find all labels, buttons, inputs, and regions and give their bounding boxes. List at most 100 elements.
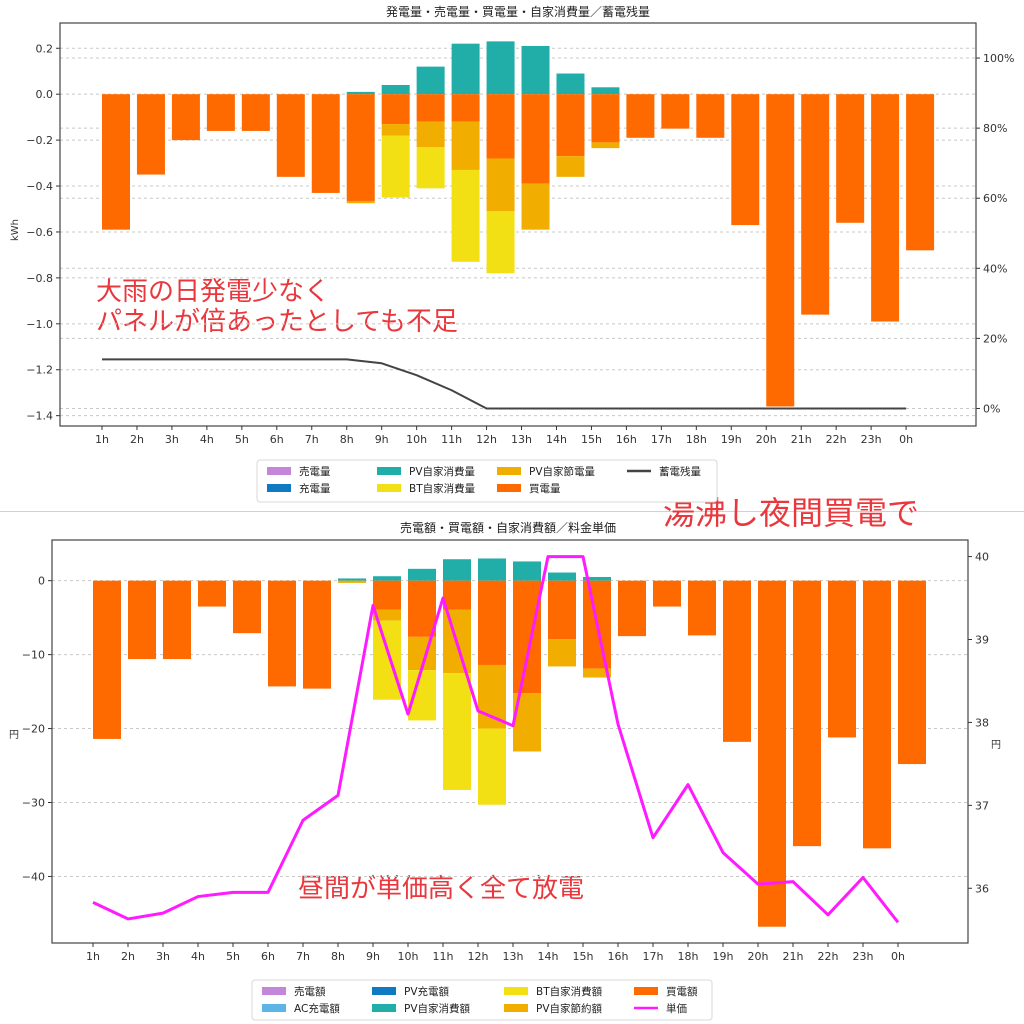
top-bar-買電量 (451, 94, 480, 122)
bottom-bar-買電額 (688, 580, 716, 636)
top-bar-買電量 (136, 94, 165, 175)
bottom-x-tick-label: 6h (261, 950, 275, 963)
top-right-y-tick-label: 60% (983, 192, 1007, 205)
top-y-tick-label: −1.4 (26, 410, 53, 423)
top-bar-買電量 (836, 94, 865, 223)
bottom-plot-frame (51, 539, 969, 944)
top-bar-PV自家節電量 (591, 142, 620, 149)
top-x-tick-label: 11h (441, 433, 462, 446)
bottom-chart: 0 −10 −20 −30 −40 40 39 38 37 36 1h 2h 3h 4h 5h 6h 7h 8h 9… (22, 539, 989, 1021)
bottom-legend-label: PV充電額 (404, 985, 450, 998)
top-bar-買電量 (276, 94, 305, 177)
top-right-y-tick-label: 0% (983, 402, 1000, 415)
bottom-x-tick-label: 20h (748, 950, 769, 963)
top-bar-買電量 (661, 94, 690, 129)
bottom-bar-PV自家消費額 (478, 558, 506, 581)
bottom-bar-買電額 (408, 580, 436, 637)
top-right-y-tick-label: 100% (983, 52, 1014, 65)
top-x-tick-label: 23h (861, 433, 882, 446)
bottom-x-tick-label: 7h (296, 950, 310, 963)
bottom-x-tick-label: 16h (608, 950, 629, 963)
bottom-chart-title: 売電額・買電額・自家消費額／料金単価 (400, 520, 616, 535)
bottom-x-tick-label: 3h (156, 950, 170, 963)
bottom-legend-swatch (262, 987, 286, 995)
top-chart-y-axis-label: kWh (10, 219, 21, 241)
bottom-legend-label: 売電額 (294, 985, 326, 998)
top-x-tick-label: 14h (546, 433, 567, 446)
top-legend-swatch (497, 484, 521, 492)
top-bar-買電量 (521, 94, 550, 184)
bottom-bar-BT自家消費額 (478, 728, 506, 805)
bottom-legend-label: AC充電額 (294, 1002, 340, 1015)
bottom-bar-買電額 (233, 580, 261, 634)
top-bar-買電量 (102, 94, 130, 230)
top-legend-label: 売電量 (299, 465, 331, 478)
bottom-x-tick-label: 12h (468, 950, 489, 963)
top-bar-PV自家消費量 (381, 85, 410, 95)
bottom-x-tick-label: 13h (503, 950, 524, 963)
bottom-bar-買電額 (723, 580, 751, 742)
top-bar-買電量 (556, 94, 585, 157)
top-bar-PV自家節電量 (416, 121, 445, 147)
bottom-chart-y-axis-label: 円 (9, 730, 19, 741)
top-x-tick-label: 17h (651, 433, 672, 446)
bottom-right-y-tick-label: 40 (975, 551, 989, 564)
top-bar-買電量 (801, 94, 830, 315)
top-x-tick-label: 6h (270, 433, 284, 446)
bottom-bar-買電額 (898, 580, 926, 765)
bottom-bar-買電額 (93, 580, 121, 739)
top-chart: 0.2 0.0 −0.2 −0.4 −0.6 −0.8 −1.0 −1.2 −1.4 100% 80… (26, 22, 1014, 503)
top-legend-swatch (267, 467, 291, 475)
top-legend-label: PV自家消費量 (409, 465, 476, 478)
top-y-tick-label: 0.0 (36, 88, 54, 101)
bottom-bar-PV自家消費額 (583, 576, 611, 581)
top-bar-買電量 (626, 94, 655, 138)
bottom-bar-買電額 (863, 580, 891, 849)
top-bar-買電量 (241, 94, 270, 131)
bottom-y-tick-label: 0 (38, 575, 45, 588)
bottom-bar-買電額 (513, 580, 541, 694)
top-y-tick-label: 0.2 (36, 42, 54, 55)
top-x-tick-label: 7h (305, 433, 319, 446)
bottom-bar-PV自家節約額 (548, 639, 576, 667)
bottom-legend-swatch (504, 1004, 528, 1012)
top-bar-PV自家消費量 (521, 45, 550, 95)
top-bar-PV自家節電量 (556, 156, 585, 177)
top-legend-swatch (267, 484, 291, 492)
top-x-tick-label: 20h (756, 433, 777, 446)
bottom-legend-box (251, 979, 713, 1021)
top-bar-PV自家消費量 (416, 66, 445, 95)
top-y-tick-label: −0.6 (26, 226, 53, 239)
bottom-x-tick-label: 4h (191, 950, 205, 963)
bottom-legend-swatch (372, 987, 396, 995)
bottom-bar-買電額 (163, 580, 191, 660)
top-bar-BT自家消費量 (451, 169, 480, 262)
bottom-bar-買電額 (793, 580, 821, 847)
top-x-tick-label: 15h (581, 433, 602, 446)
top-bar-買電量 (731, 94, 760, 226)
top-right-y-tick-label: 40% (983, 262, 1007, 275)
bottom-bar-PV自家消費額 (338, 578, 366, 581)
top-bar-買電量 (591, 94, 620, 143)
bottom-right-y-tick-label: 37 (975, 799, 989, 812)
bottom-chart-annotation: 昼間が単価高く全て放電 (298, 874, 584, 904)
top-bar-PV自家節電量 (451, 121, 480, 170)
top-legend-label: BT自家消費量 (409, 482, 476, 495)
bottom-bar-PV自家消費額 (443, 559, 471, 581)
chart-marks: 0.2 0.0 −0.2 −0.4 −0.6 −0.8 −1.0 −1.2 −1.4 100% 80… (22, 22, 1014, 1021)
top-bar-買電量 (486, 94, 515, 159)
bottom-x-tick-label: 22h (818, 950, 839, 963)
top-x-tick-label: 9h (375, 433, 389, 446)
bottom-x-tick-label: 10h (398, 950, 419, 963)
bottom-bar-買電額 (653, 580, 681, 607)
chart-divider (0, 511, 1024, 512)
top-legend-label: PV自家節電量 (529, 465, 596, 478)
top-bar-買電量 (766, 94, 795, 407)
top-legend-box (256, 459, 718, 503)
top-x-tick-label: 19h (721, 433, 742, 446)
bottom-bar-買電額 (198, 580, 226, 607)
top-x-tick-label: 21h (791, 433, 812, 446)
top-bar-PV自家節電量 (346, 200, 375, 204)
top-bar-PV自家消費量 (556, 73, 585, 95)
top-bar-買電量 (906, 94, 935, 251)
